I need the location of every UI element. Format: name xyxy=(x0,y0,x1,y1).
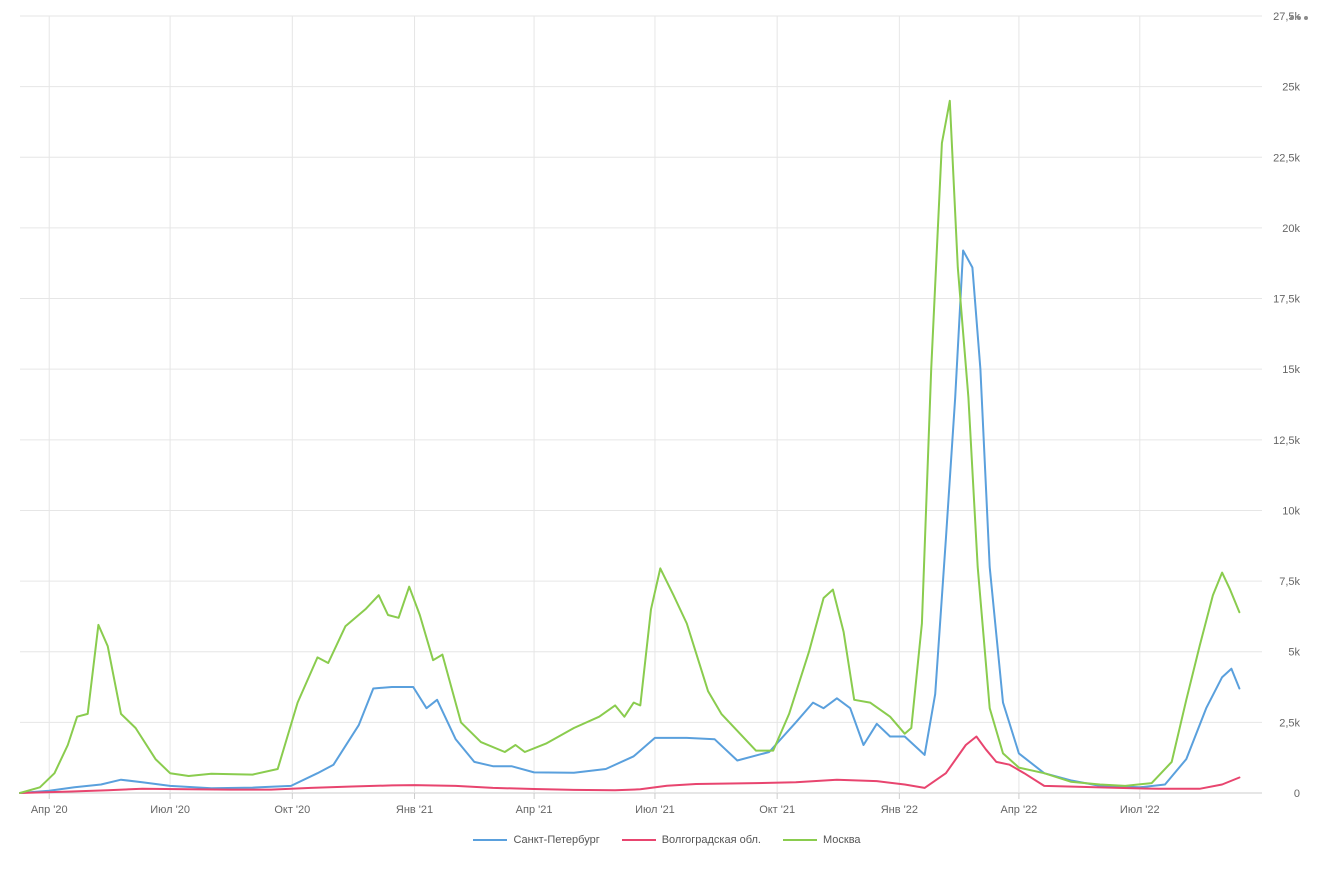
y-tick-label: 12,5k xyxy=(1273,435,1300,447)
legend-label: Москва xyxy=(823,834,861,846)
x-tick-label: Окт '20 xyxy=(274,804,310,816)
x-tick-label: Окт '21 xyxy=(759,804,795,816)
legend-label: Санкт-Петербург xyxy=(513,834,600,846)
y-tick-label: 17,5k xyxy=(1273,294,1300,306)
legend-label: Волгоградская обл. xyxy=(661,834,761,846)
x-axis-tick-labels: Апр '20 Июл '20 Окт '20 Янв '21 Апр '21 Июл '… xyxy=(31,804,1160,816)
legend-item[interactable]: Волгоградская обл. xyxy=(621,834,761,846)
x-tick-label: Апр '22 xyxy=(1001,804,1038,816)
legend-swatch xyxy=(783,839,817,841)
x-tick-label: Апр '21 xyxy=(516,804,553,816)
y-tick-label: 22,5k xyxy=(1273,152,1300,164)
legend-item[interactable]: Москва xyxy=(783,834,861,846)
y-tick-label: 20k xyxy=(1282,223,1300,235)
x-tick-label: Июл '20 xyxy=(150,804,190,816)
y-axis-tick-labels: 0 2,5k 5k 7,5k 10k 12,5k 15k 17,5k 20k 22,5k 25k 27… xyxy=(1273,11,1300,800)
legend-item[interactable]: Санкт-Петербург xyxy=(473,834,600,846)
series-line[interactable] xyxy=(19,735,1241,794)
y-tick-label: 2,5k xyxy=(1279,717,1300,729)
y-tick-label: 10k xyxy=(1282,505,1300,517)
series-line[interactable] xyxy=(19,99,1241,794)
x-tick-label: Апр '20 xyxy=(31,804,68,816)
y-tick-label: 15k xyxy=(1282,364,1300,376)
chart-menu-icon[interactable] xyxy=(1290,12,1310,24)
series-lines xyxy=(19,99,1241,794)
x-tick-label: Янв '22 xyxy=(881,804,918,816)
y-gridlines xyxy=(20,15,1262,794)
y-tick-label: 7,5k xyxy=(1279,576,1300,588)
chart-legend: Санкт-Петербург Волгоградская обл. Москва xyxy=(0,834,1334,846)
series-line[interactable] xyxy=(19,249,1241,794)
x-tick-label: Июл '22 xyxy=(1120,804,1160,816)
y-tick-label: 25k xyxy=(1282,82,1300,94)
legend-swatch xyxy=(621,839,656,841)
x-gridlines xyxy=(48,16,1141,799)
y-tick-label: 5k xyxy=(1288,647,1300,659)
legend-swatch xyxy=(473,839,508,841)
x-tick-label: Июл '21 xyxy=(635,804,675,816)
y-tick-label: 27,5k xyxy=(1273,11,1300,23)
x-tick-label: Янв '21 xyxy=(396,804,433,816)
y-tick-label: 0 xyxy=(1294,788,1300,800)
